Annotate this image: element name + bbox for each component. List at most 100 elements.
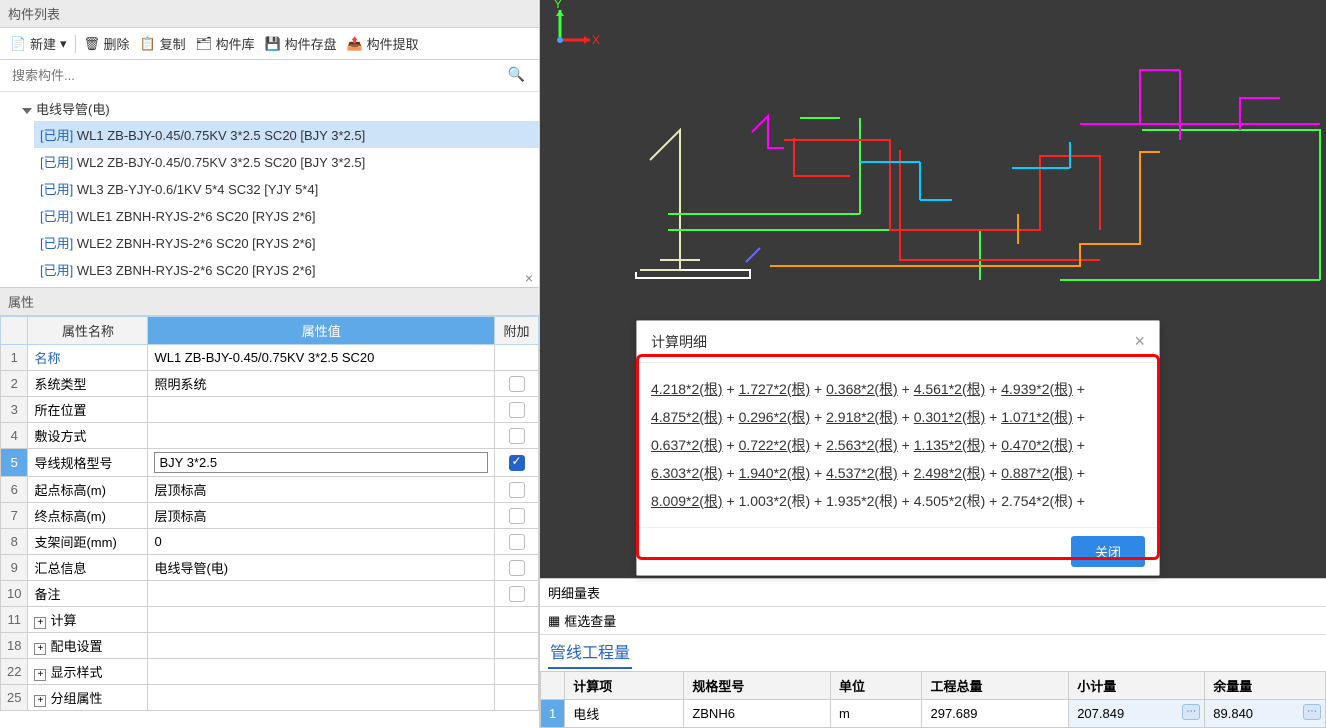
calc-detail-popup: 计算明细 × 4.218*2(根) + 1.727*2(根) + 0.368*2… bbox=[636, 320, 1160, 576]
prop-rownum: 4 bbox=[1, 423, 28, 449]
prop-value bbox=[148, 397, 495, 423]
checkbox[interactable] bbox=[509, 376, 525, 392]
detail-unit: m bbox=[831, 700, 922, 728]
select-icon: ▦ bbox=[548, 613, 560, 629]
box-select-button[interactable]: ▦框选查量 bbox=[548, 611, 616, 630]
expand-icon[interactable]: ⋯ bbox=[1303, 704, 1321, 720]
prop-value: 照明系统 bbox=[148, 371, 495, 397]
close-button[interactable]: 关闭 bbox=[1071, 536, 1145, 567]
detail-col: 小计量 bbox=[1069, 672, 1205, 700]
tab-pipeline[interactable]: 管线工程量 bbox=[548, 635, 632, 669]
detail-rest[interactable]: 89.840⋯ bbox=[1205, 700, 1326, 728]
tree-item[interactable]: [已用] WL2 ZB-BJY-0.45/0.75KV 3*2.5 SC20 [… bbox=[34, 148, 539, 175]
popup-body: 4.218*2(根) + 1.727*2(根) + 0.368*2(根) + 4… bbox=[637, 363, 1159, 527]
svg-text:Y: Y bbox=[554, 0, 562, 11]
popup-title: 计算明细 bbox=[651, 332, 707, 352]
prop-name: +分组属性 bbox=[28, 685, 148, 711]
new-icon: 📄 bbox=[10, 36, 26, 52]
expand-icon[interactable]: ⋯ bbox=[1182, 704, 1200, 720]
axis-gizmo: X Y bbox=[540, 0, 600, 60]
detail-calc: 电线 bbox=[565, 700, 684, 728]
copy-button[interactable]: 📋复制 bbox=[136, 32, 190, 55]
props-title: 属性 bbox=[8, 292, 34, 311]
prop-value[interactable] bbox=[148, 449, 495, 477]
extract-icon: 📤 bbox=[347, 36, 363, 52]
checkbox[interactable] bbox=[509, 402, 525, 418]
component-list-header: 构件列表 bbox=[0, 0, 539, 28]
checkbox[interactable] bbox=[509, 482, 525, 498]
new-button[interactable]: 📄新建 ▾ bbox=[6, 32, 71, 55]
prop-rownum: 11 bbox=[1, 607, 28, 633]
detail-col: 余量量 bbox=[1205, 672, 1326, 700]
prop-name: 导线规格型号 bbox=[28, 449, 148, 477]
prop-name: +计算 bbox=[28, 607, 148, 633]
prop-rownum: 2 bbox=[1, 371, 28, 397]
copy-icon: 📋 bbox=[140, 36, 156, 52]
prop-value bbox=[148, 633, 495, 659]
expand-icon[interactable]: + bbox=[34, 669, 46, 681]
detail-sub[interactable]: 207.849⋯ bbox=[1069, 700, 1205, 728]
library-button[interactable]: 🗂构件库 bbox=[192, 32, 259, 55]
checkbox[interactable] bbox=[509, 560, 525, 576]
prop-rownum: 5 bbox=[1, 449, 28, 477]
prop-rownum: 18 bbox=[1, 633, 28, 659]
detail-col: 计算项 bbox=[565, 672, 684, 700]
tree-item[interactable]: [已用] WL3 ZB-YJY-0.6/1KV 5*4 SC32 [YJY 5*… bbox=[34, 175, 539, 202]
search-icon[interactable]: 🔍 bbox=[508, 66, 525, 83]
prop-value bbox=[148, 423, 495, 449]
search-input[interactable] bbox=[8, 64, 531, 87]
prop-rownum: 9 bbox=[1, 555, 28, 581]
prop-name: 终点标高(m) bbox=[28, 503, 148, 529]
prop-rownum: 6 bbox=[1, 477, 28, 503]
detail-total: 297.689 bbox=[922, 700, 1069, 728]
prop-value: 层顶标高 bbox=[148, 503, 495, 529]
col-name: 属性名称 bbox=[28, 317, 148, 345]
prop-name: 名称 bbox=[28, 345, 148, 371]
checkbox[interactable] bbox=[509, 428, 525, 444]
library-icon: 🗂 bbox=[196, 36, 212, 52]
extract-button[interactable]: 📤构件提取 bbox=[343, 32, 423, 55]
props-header: 属性 bbox=[0, 288, 539, 316]
expand-icon[interactable]: + bbox=[34, 695, 46, 707]
detail-col: 规格型号 bbox=[684, 672, 831, 700]
col-value: 属性值 bbox=[148, 317, 495, 345]
prop-value: WL1 ZB-BJY-0.45/0.75KV 3*2.5 SC20 bbox=[148, 345, 495, 371]
tree-item[interactable]: [已用] WLE2 ZBNH-RYJS-2*6 SC20 [RYJS 2*6] bbox=[34, 229, 539, 256]
tree-item[interactable]: [已用] WLE3 ZBNH-RYJS-2*6 SC20 [RYJS 2*6] bbox=[34, 256, 539, 283]
detail-spec: ZBNH6 bbox=[684, 700, 831, 728]
prop-name: 备注 bbox=[28, 581, 148, 607]
prop-value: 电线导管(电) bbox=[148, 555, 495, 581]
chevron-down-icon bbox=[22, 108, 32, 114]
prop-name: 起点标高(m) bbox=[28, 477, 148, 503]
tree-item[interactable]: [已用] WL1 ZB-BJY-0.45/0.75KV 3*2.5 SC20 [… bbox=[34, 121, 539, 148]
detail-col: 工程总量 bbox=[922, 672, 1069, 700]
delete-button[interactable]: 🗑删除 bbox=[80, 32, 134, 55]
close-props-icon[interactable]: × bbox=[525, 270, 533, 286]
svg-text:X: X bbox=[592, 33, 600, 47]
tree-item[interactable]: [已用] WLE1 ZBNH-RYJS-2*6 SC20 [RYJS 2*6] bbox=[34, 202, 539, 229]
expand-icon[interactable]: + bbox=[34, 617, 46, 629]
tree-root-node[interactable]: 电线导管(电) bbox=[10, 96, 539, 121]
checkbox[interactable] bbox=[509, 455, 525, 471]
expand-icon[interactable]: + bbox=[34, 643, 46, 655]
prop-name: 支架间距(mm) bbox=[28, 529, 148, 555]
prop-name: +显示样式 bbox=[28, 659, 148, 685]
prop-value bbox=[148, 581, 495, 607]
prop-value-input[interactable] bbox=[154, 452, 488, 473]
detail-col: 单位 bbox=[831, 672, 922, 700]
prop-value: 层顶标高 bbox=[148, 477, 495, 503]
prop-rownum: 7 bbox=[1, 503, 28, 529]
checkbox[interactable] bbox=[509, 586, 525, 602]
prop-rownum: 3 bbox=[1, 397, 28, 423]
detail-rownum: 1 bbox=[541, 700, 565, 728]
prop-name: 敷设方式 bbox=[28, 423, 148, 449]
close-icon[interactable]: × bbox=[1134, 331, 1145, 352]
save-icon: 💾 bbox=[265, 36, 281, 52]
checkbox[interactable] bbox=[509, 534, 525, 550]
checkbox[interactable] bbox=[509, 508, 525, 524]
prop-value bbox=[148, 659, 495, 685]
prop-name: 汇总信息 bbox=[28, 555, 148, 581]
prop-rownum: 22 bbox=[1, 659, 28, 685]
save-button[interactable]: 💾构件存盘 bbox=[261, 32, 341, 55]
prop-value: 0 bbox=[148, 529, 495, 555]
